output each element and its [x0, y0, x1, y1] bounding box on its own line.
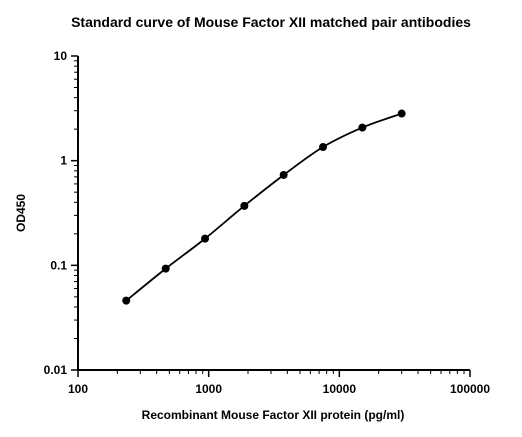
data-point: [279, 170, 288, 179]
x-tick-label: 1000: [195, 382, 222, 396]
x-tick-label: 100: [68, 382, 88, 396]
data-point: [122, 296, 131, 305]
fit-curve: [125, 112, 402, 302]
x-tick-label: 100000: [450, 382, 490, 396]
y-tick-label: 0.01: [44, 363, 68, 377]
y-ticks: 0.01 0.1 1 10: [44, 49, 78, 377]
data-point: [240, 201, 249, 210]
data-point: [319, 143, 328, 152]
y-tick-label: 10: [54, 49, 68, 63]
x-ticks: 100 1000 10000 100000: [68, 370, 490, 396]
y-axis-label: OD450: [14, 194, 28, 232]
x-tick-label: 10000: [323, 382, 357, 396]
y-tick-label: 1: [60, 154, 67, 168]
y-tick-label: 0.1: [50, 258, 67, 272]
chart-title: Standard curve of Mouse Factor XII match…: [71, 14, 471, 30]
data-point: [161, 264, 170, 273]
data-point: [201, 234, 210, 243]
data-point: [397, 109, 406, 118]
x-axis-label: Recombinant Mouse Factor XII protein (pg…: [142, 408, 405, 422]
data-point: [358, 123, 367, 132]
plot-area: [122, 109, 406, 305]
